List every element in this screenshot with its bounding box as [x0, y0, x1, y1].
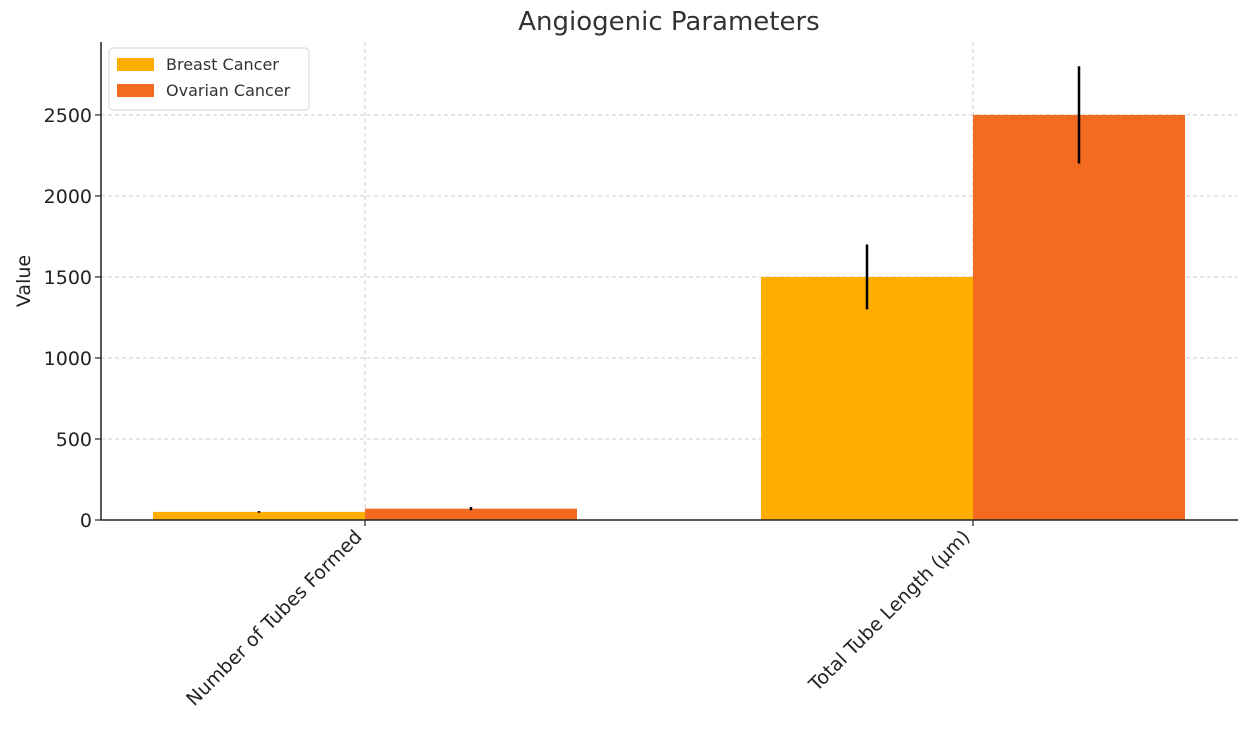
x-tick-label: Number of Tubes Formed [182, 526, 366, 710]
y-tick-label: 1500 [44, 267, 92, 289]
y-tick-label: 1000 [44, 348, 92, 370]
y-tick-label: 500 [56, 429, 92, 451]
legend-label: Ovarian Cancer [166, 81, 291, 100]
error-bars [257, 66, 1081, 513]
y-tick-label: 2500 [44, 105, 92, 127]
bar-breast-cancer [761, 276, 973, 520]
legend-swatch [117, 84, 154, 97]
legend-label: Breast Cancer [166, 55, 279, 74]
y-tick-label: 2000 [44, 186, 92, 208]
bar-ovarian-cancer [973, 114, 1185, 520]
legend-box [108, 47, 310, 111]
chart-title: Angiogenic Parameters [518, 7, 819, 37]
legend: Breast Cancer Ovarian Cancer [108, 47, 310, 111]
x-tick-label: Total Tube Length (µm) [804, 526, 974, 696]
bar-breast-cancer [153, 511, 365, 520]
bar-ovarian-cancer [365, 508, 577, 520]
y-axis-label: Value [13, 255, 35, 307]
y-tick-label: 0 [80, 510, 92, 532]
legend-swatch [117, 58, 154, 71]
bars [153, 114, 1185, 520]
